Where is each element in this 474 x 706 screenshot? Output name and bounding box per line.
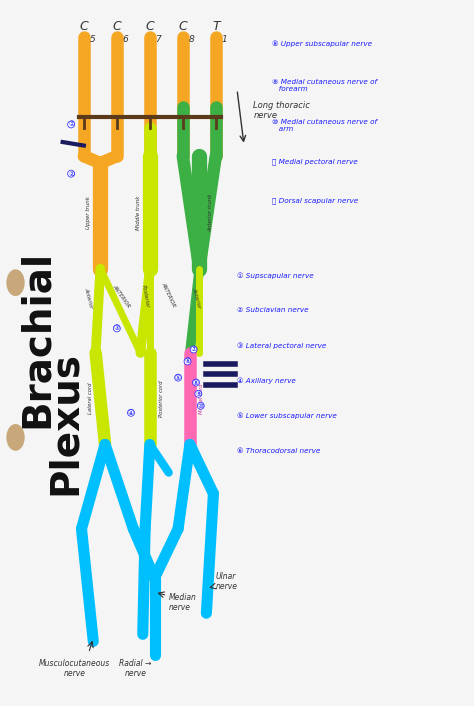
Text: Posterior cord: Posterior cord	[159, 381, 164, 417]
Text: ①: ①	[68, 121, 74, 128]
Text: ⑩ Medial cutaneous nerve of
   arm: ⑩ Medial cutaneous nerve of arm	[273, 119, 377, 132]
Text: ③ Lateral pectoral nerve: ③ Lateral pectoral nerve	[237, 342, 327, 349]
Text: 7: 7	[155, 35, 161, 44]
Text: Brachial: Brachial	[18, 250, 56, 428]
Text: Lateral cord: Lateral cord	[89, 383, 93, 414]
Text: 6: 6	[122, 35, 128, 44]
Circle shape	[7, 270, 24, 295]
Text: ⑥: ⑥	[184, 359, 191, 364]
Text: Ulnar
nerve: Ulnar nerve	[216, 572, 238, 591]
Text: Upper trunk: Upper trunk	[86, 196, 91, 229]
Text: ⑫ Dorsal scapular nerve: ⑫ Dorsal scapular nerve	[273, 198, 359, 204]
Text: 8: 8	[189, 35, 194, 44]
Text: 5: 5	[90, 35, 95, 44]
Text: ④ Axillary nerve: ④ Axillary nerve	[237, 378, 296, 384]
Text: Anterior trunk: Anterior trunk	[209, 193, 214, 232]
Text: ⑤: ⑤	[175, 375, 181, 381]
Text: Anterior: Anterior	[192, 287, 202, 309]
Text: ⑥ Thoracodorsal nerve: ⑥ Thoracodorsal nerve	[237, 448, 320, 454]
Text: ① Supscapular nerve: ① Supscapular nerve	[237, 272, 314, 279]
Text: Plexus: Plexus	[46, 352, 84, 496]
Text: Posterior: Posterior	[141, 285, 150, 309]
Text: ANTERIOR: ANTERIOR	[161, 282, 177, 309]
Text: ⑦: ⑦	[191, 347, 197, 352]
Text: Anterior: Anterior	[83, 287, 94, 309]
Text: ANTERIOR: ANTERIOR	[112, 283, 131, 309]
Text: Long thoracic
nerve: Long thoracic nerve	[254, 101, 310, 120]
Text: Middle trunk: Middle trunk	[136, 195, 141, 229]
Text: C: C	[178, 20, 187, 33]
Text: Median
nerve: Median nerve	[169, 593, 197, 612]
Text: Medial cord: Medial cord	[199, 383, 204, 414]
Circle shape	[7, 425, 24, 450]
Text: ② Subclavian nerve: ② Subclavian nerve	[237, 307, 309, 313]
Text: ⑤ Lower subscapular nerve: ⑤ Lower subscapular nerve	[237, 413, 337, 419]
Text: C: C	[112, 20, 121, 33]
Text: 1: 1	[221, 35, 227, 44]
Text: ③: ③	[114, 325, 120, 331]
Text: ⑪ Medial pectoral nerve: ⑪ Medial pectoral nerve	[273, 158, 358, 165]
Text: ⑩: ⑩	[198, 402, 204, 409]
Text: T: T	[212, 20, 219, 33]
Text: ⑨: ⑨	[195, 391, 201, 397]
Text: C: C	[146, 20, 154, 33]
Text: ④: ④	[128, 409, 134, 416]
Text: ⑧: ⑧	[193, 380, 199, 385]
Text: Musculocutaneous
nerve: Musculocutaneous nerve	[39, 659, 110, 678]
Text: ②: ②	[68, 171, 74, 176]
Text: Radial →
nerve: Radial → nerve	[119, 659, 152, 678]
Text: ⑨ Medial cutaneous nerve of
   forearm: ⑨ Medial cutaneous nerve of forearm	[273, 80, 377, 92]
Text: C: C	[80, 20, 88, 33]
Text: ⑧ Upper subscapular nerve: ⑧ Upper subscapular nerve	[273, 40, 373, 47]
